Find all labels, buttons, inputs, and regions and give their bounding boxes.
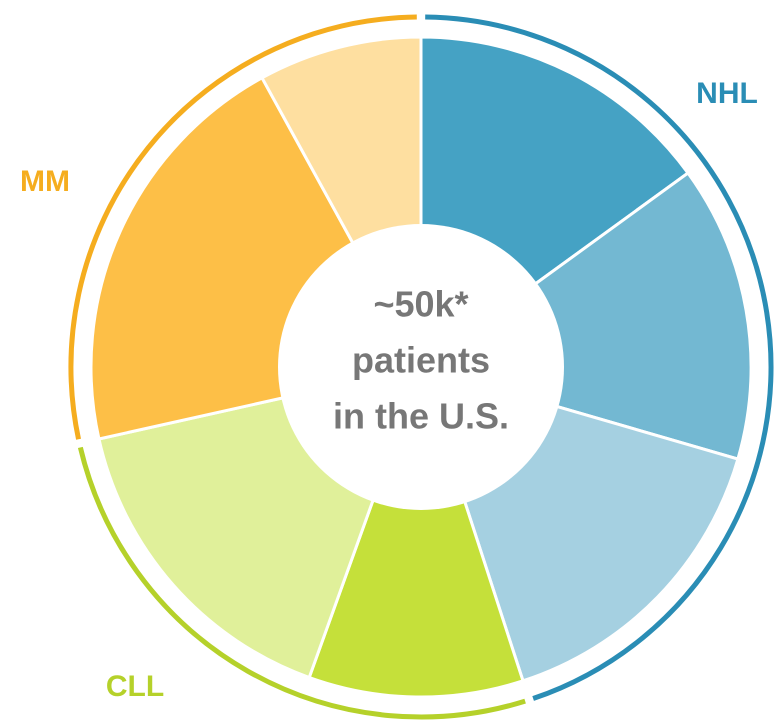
center-text: ~50k* xyxy=(373,284,468,325)
center-text: in the U.S. xyxy=(333,396,509,437)
donut-hole xyxy=(278,224,564,510)
group-arc xyxy=(68,14,417,440)
group-arc xyxy=(425,14,774,701)
group-label: MM xyxy=(20,165,70,198)
group-arc xyxy=(77,446,526,720)
group-label: CLL xyxy=(106,670,164,703)
center-text: patients xyxy=(352,340,490,381)
donut-segment xyxy=(307,362,525,699)
group-label: NHL xyxy=(696,77,758,110)
